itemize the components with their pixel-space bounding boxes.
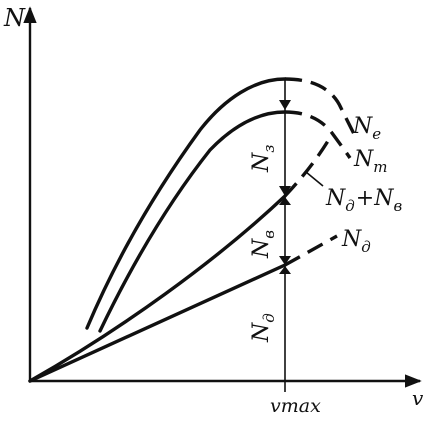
- arrow-tick-top: [279, 100, 291, 110]
- nv-segment-label: Nв: [249, 230, 278, 259]
- nd-nv-curve-dashed: [283, 135, 333, 198]
- nt-curve-dashed: [284, 110, 352, 159]
- y-axis-label: N: [3, 4, 26, 32]
- arrow-tick-nv-bottom: [279, 197, 291, 205]
- nd-nv-curve: [28, 194, 287, 383]
- nd-segment-label: Nд: [249, 313, 278, 343]
- vmax-tick-label: vmax: [270, 395, 321, 417]
- nt-curve: [98, 110, 287, 333]
- arrow-tick-nd-top: [279, 256, 291, 265]
- arrow-tick-nd-bottom: [279, 266, 291, 274]
- ne-label: Ne: [352, 114, 381, 143]
- nd-label: Nд: [341, 227, 371, 256]
- x-axis-label: v: [412, 386, 424, 410]
- nt-label: Nт: [353, 147, 387, 176]
- ne-curve-dashed: [284, 77, 356, 135]
- arrow-tick-nv-top: [279, 186, 291, 196]
- vmax-v: vmax: [270, 395, 321, 417]
- nd-line-dashed: [284, 234, 338, 267]
- nz-segment-label: Nз: [249, 145, 278, 173]
- ne-curve: [85, 77, 287, 330]
- nd-nv-leader-line: [305, 171, 324, 187]
- nd-line: [28, 263, 287, 383]
- nd-nv-label: Nд+Nв: [325, 186, 402, 215]
